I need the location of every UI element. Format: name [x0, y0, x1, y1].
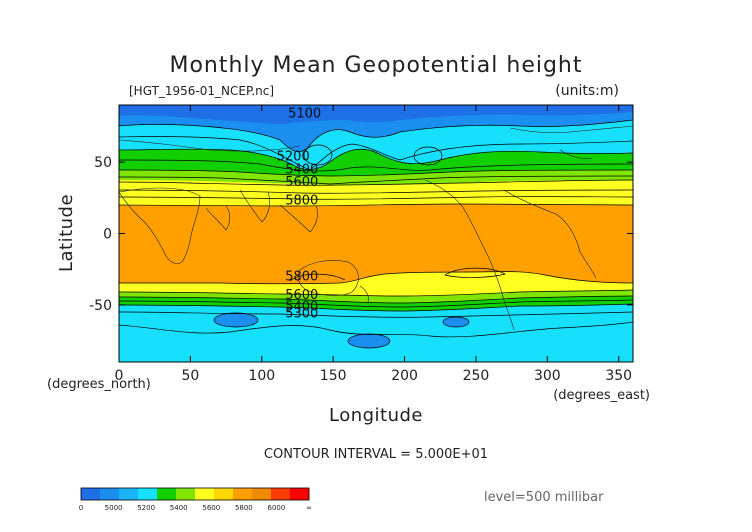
x-tick-label: 350	[605, 368, 632, 384]
color-scale-swatch	[138, 488, 158, 500]
color-scale-label: 5200	[137, 504, 155, 512]
color-scale-swatch	[119, 488, 139, 500]
color-scale-swatch	[176, 488, 196, 500]
x-tick-label: 100	[248, 368, 275, 384]
color-scale-swatch	[214, 488, 234, 500]
y-axis-label: Latitude	[56, 194, 77, 272]
y-tick-label: 50	[94, 155, 112, 171]
contour-label: 5600	[285, 175, 318, 190]
contour-label: 5600	[285, 288, 318, 303]
x-tick-label: 200	[391, 368, 418, 384]
color-scale-label: ∞	[306, 504, 312, 512]
band-south-green	[119, 296, 633, 311]
color-scale-swatch	[100, 488, 120, 500]
x-tick-label: 250	[463, 368, 490, 384]
coastlines	[119, 125, 633, 331]
color-scale-label: 5600	[202, 504, 220, 512]
contour-interval-label: CONTOUR INTERVAL = 5.000E+01	[264, 447, 488, 462]
contour-label: 5300	[285, 306, 318, 321]
color-scale-swatch	[271, 488, 291, 500]
color-scale: 0 5000 5200 5400 5600 5800 6000 ∞	[79, 487, 312, 512]
low-pocket	[213, 312, 259, 328]
x-axis: 0 50 100 150 200 250 300 350	[115, 105, 632, 384]
y-unit-label: (degrees_north)	[47, 377, 151, 392]
band-north-cap-dark	[119, 105, 633, 124]
y-axis: -50 0 50	[89, 155, 633, 314]
x-tick-label: 0	[115, 368, 124, 384]
x-tick-label: 300	[534, 368, 561, 384]
color-scale-swatch	[157, 488, 177, 500]
color-scale-label: 5400	[170, 504, 188, 512]
low-pocket	[442, 316, 470, 328]
dataset-subtitle: [HGT_1956-01_NCEP.nc]	[129, 84, 274, 98]
color-scale-label: 5800	[235, 504, 253, 512]
low-pocket	[347, 333, 391, 349]
band-south-yellow	[119, 271, 633, 296]
plot-area	[119, 105, 633, 362]
y-tick-label: 0	[103, 227, 112, 243]
color-scale-swatch	[195, 488, 215, 500]
contour-label: 5400	[285, 162, 318, 177]
band-south-lightgreen	[119, 290, 633, 303]
color-scale-label: 0	[79, 504, 83, 512]
contour-label: 5800	[285, 194, 318, 209]
level-label: level=500 millibar	[484, 490, 604, 505]
color-scale-swatch	[290, 488, 310, 500]
band-tropics	[119, 204, 633, 284]
color-scale-swatch	[252, 488, 272, 500]
color-scale-frame	[80, 487, 310, 501]
color-scale-label: 5000	[105, 504, 123, 512]
y-tick-label: -50	[89, 298, 112, 314]
color-scale-swatch	[81, 488, 101, 500]
contour-label: 5100	[288, 107, 321, 122]
x-tick-label: 150	[320, 368, 347, 384]
color-scale-swatch	[233, 488, 253, 500]
contour-label: 5400	[285, 299, 318, 314]
contour-lines	[119, 119, 633, 338]
contour-label: 5800	[285, 269, 318, 284]
x-axis-label: Longitude	[329, 405, 423, 426]
color-scale-label: 6000	[268, 504, 286, 512]
x-tick-label: 50	[181, 368, 199, 384]
units-label: (units:m)	[555, 83, 619, 99]
contour-label: 5200	[277, 149, 310, 164]
chart-title: Monthly Mean Geopotential height	[169, 53, 582, 78]
x-unit-label: (degrees_east)	[553, 388, 650, 403]
